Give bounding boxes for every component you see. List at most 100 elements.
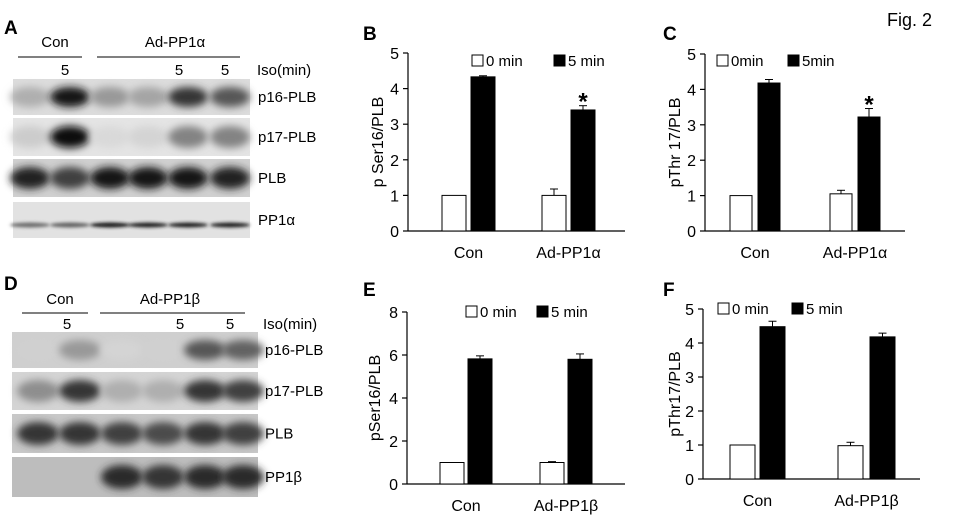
- bar: [757, 82, 781, 232]
- blot-band: [222, 340, 264, 360]
- time-label: 5: [221, 62, 229, 79]
- blot-band: [128, 87, 168, 107]
- blot-band: [210, 87, 250, 107]
- blot-band: [59, 422, 101, 445]
- blot-row: [10, 159, 250, 197]
- panel-letter: E: [363, 280, 376, 301]
- x-category-label: Con: [743, 493, 772, 510]
- blot-band: [17, 340, 59, 360]
- blot-band: [101, 380, 143, 402]
- legend-label: 5 min: [551, 304, 588, 321]
- figure-label: Fig. 2: [887, 10, 932, 30]
- legend-label: 0 min: [480, 304, 517, 321]
- y-axis-label: p Ser16/PLB: [370, 97, 387, 188]
- blot-band: [10, 222, 50, 228]
- blot-band: [101, 340, 143, 360]
- chart-panel-b: B 0 1 2 3 4 5 p Ser16/PLB Con Ad-PP1α 0 min 5 min *: [363, 24, 625, 262]
- blot-band: [210, 126, 250, 148]
- chart-panel-c: C 0 1 2 3 4 5 pThr 17/PLB Con Ad-PP1α 0min 5min *: [663, 24, 905, 262]
- panel-letter: B: [363, 24, 377, 45]
- blot-band: [50, 222, 90, 228]
- panel-letter: F: [663, 280, 675, 301]
- y-tick-label: 2: [685, 404, 694, 421]
- y-tick-label: 1: [687, 189, 696, 206]
- blot-band: [59, 380, 101, 402]
- bar: [857, 116, 881, 232]
- blot-row: [10, 79, 250, 115]
- blot-row-label: PLB: [265, 426, 293, 443]
- legend-label: 0min: [731, 53, 764, 70]
- blot-row-label: p16-PLB: [265, 342, 323, 359]
- x-category-label: Ad-PP1α: [823, 245, 887, 262]
- time-unit-label: Iso(min): [263, 316, 317, 333]
- blot-band: [142, 380, 184, 402]
- blot-band: [10, 126, 50, 148]
- blot-band: [184, 380, 226, 402]
- blot-band: [10, 87, 50, 107]
- legend-label: 0 min: [486, 53, 523, 70]
- bar: [539, 462, 565, 485]
- bar: [729, 195, 753, 232]
- blot-row: [10, 202, 250, 238]
- blot-band: [210, 222, 250, 228]
- group-label: Ad-PP1α: [145, 34, 206, 51]
- legend-swatch: [717, 302, 730, 315]
- blot-row: [12, 332, 264, 368]
- panel-letter: D: [4, 274, 18, 295]
- bar: [467, 358, 493, 485]
- legend-label: 5 min: [806, 301, 843, 318]
- blot-row-label: p16-PLB: [258, 89, 316, 106]
- legend-swatch: [471, 54, 484, 67]
- group-label: Con: [46, 291, 74, 308]
- blot-band: [168, 87, 208, 107]
- legend-swatch: [791, 302, 804, 315]
- y-tick-label: 1: [390, 188, 399, 205]
- blot-panel-a: A Con Ad-PP1α 5 5 5 Iso(min) p16-PLB p17-PLB PLB P…: [4, 18, 316, 238]
- y-tick-label: 4: [687, 82, 696, 99]
- blot-band: [128, 167, 168, 189]
- blot-band: [184, 340, 226, 360]
- blot-band: [142, 340, 184, 360]
- y-tick-label: 2: [390, 153, 399, 170]
- x-category-label: Con: [740, 245, 769, 262]
- blot-row: [12, 414, 264, 453]
- blot-band: [90, 126, 130, 148]
- legend-label: 5 min: [568, 53, 605, 70]
- y-tick-label: 0: [685, 472, 694, 489]
- chart-panel-f: F 0 1 2 3 4 5 pThr17/PLB Con Ad-PP1β 0 min 5 min: [663, 280, 920, 510]
- x-category-label: Ad-PP1α: [536, 245, 600, 262]
- blot-row: [12, 457, 264, 497]
- panel-letter: A: [4, 18, 18, 39]
- legend-swatch: [716, 54, 729, 67]
- bar: [570, 109, 596, 232]
- y-tick-label: 0: [687, 224, 696, 241]
- blot-band: [50, 126, 90, 148]
- y-axis-label: pThr 17/PLB: [667, 98, 684, 188]
- y-tick-label: 4: [685, 336, 694, 353]
- bar: [837, 445, 864, 480]
- bar: [759, 326, 786, 480]
- time-unit-label: Iso(min): [257, 62, 311, 79]
- blot-band: [168, 167, 208, 189]
- y-tick-label: 3: [685, 370, 694, 387]
- blot-panel-d: D Con Ad-PP1β 5 5 5 Iso(min) p16-PLB p17-PLB PLB P…: [4, 274, 323, 497]
- blot-band: [184, 465, 226, 489]
- bar: [869, 336, 896, 480]
- blot-band: [128, 126, 168, 148]
- y-tick-label: 5: [685, 302, 694, 319]
- y-tick-label: 8: [389, 305, 398, 322]
- y-tick-label: 5: [687, 47, 696, 64]
- significance-marker: *: [578, 89, 588, 116]
- y-tick-label: 0: [389, 477, 398, 494]
- blot-membrane: [13, 202, 250, 238]
- blot-band: [222, 465, 264, 489]
- y-tick-label: 5: [390, 46, 399, 63]
- y-tick-label: 3: [390, 117, 399, 134]
- blot-band: [168, 126, 208, 148]
- blot-band: [142, 465, 184, 489]
- blot-row: [10, 118, 250, 156]
- blot-row-label: PLB: [258, 170, 286, 187]
- y-axis-label: pSer16/PLB: [367, 355, 384, 441]
- legend-swatch: [787, 54, 800, 67]
- bar: [439, 462, 465, 485]
